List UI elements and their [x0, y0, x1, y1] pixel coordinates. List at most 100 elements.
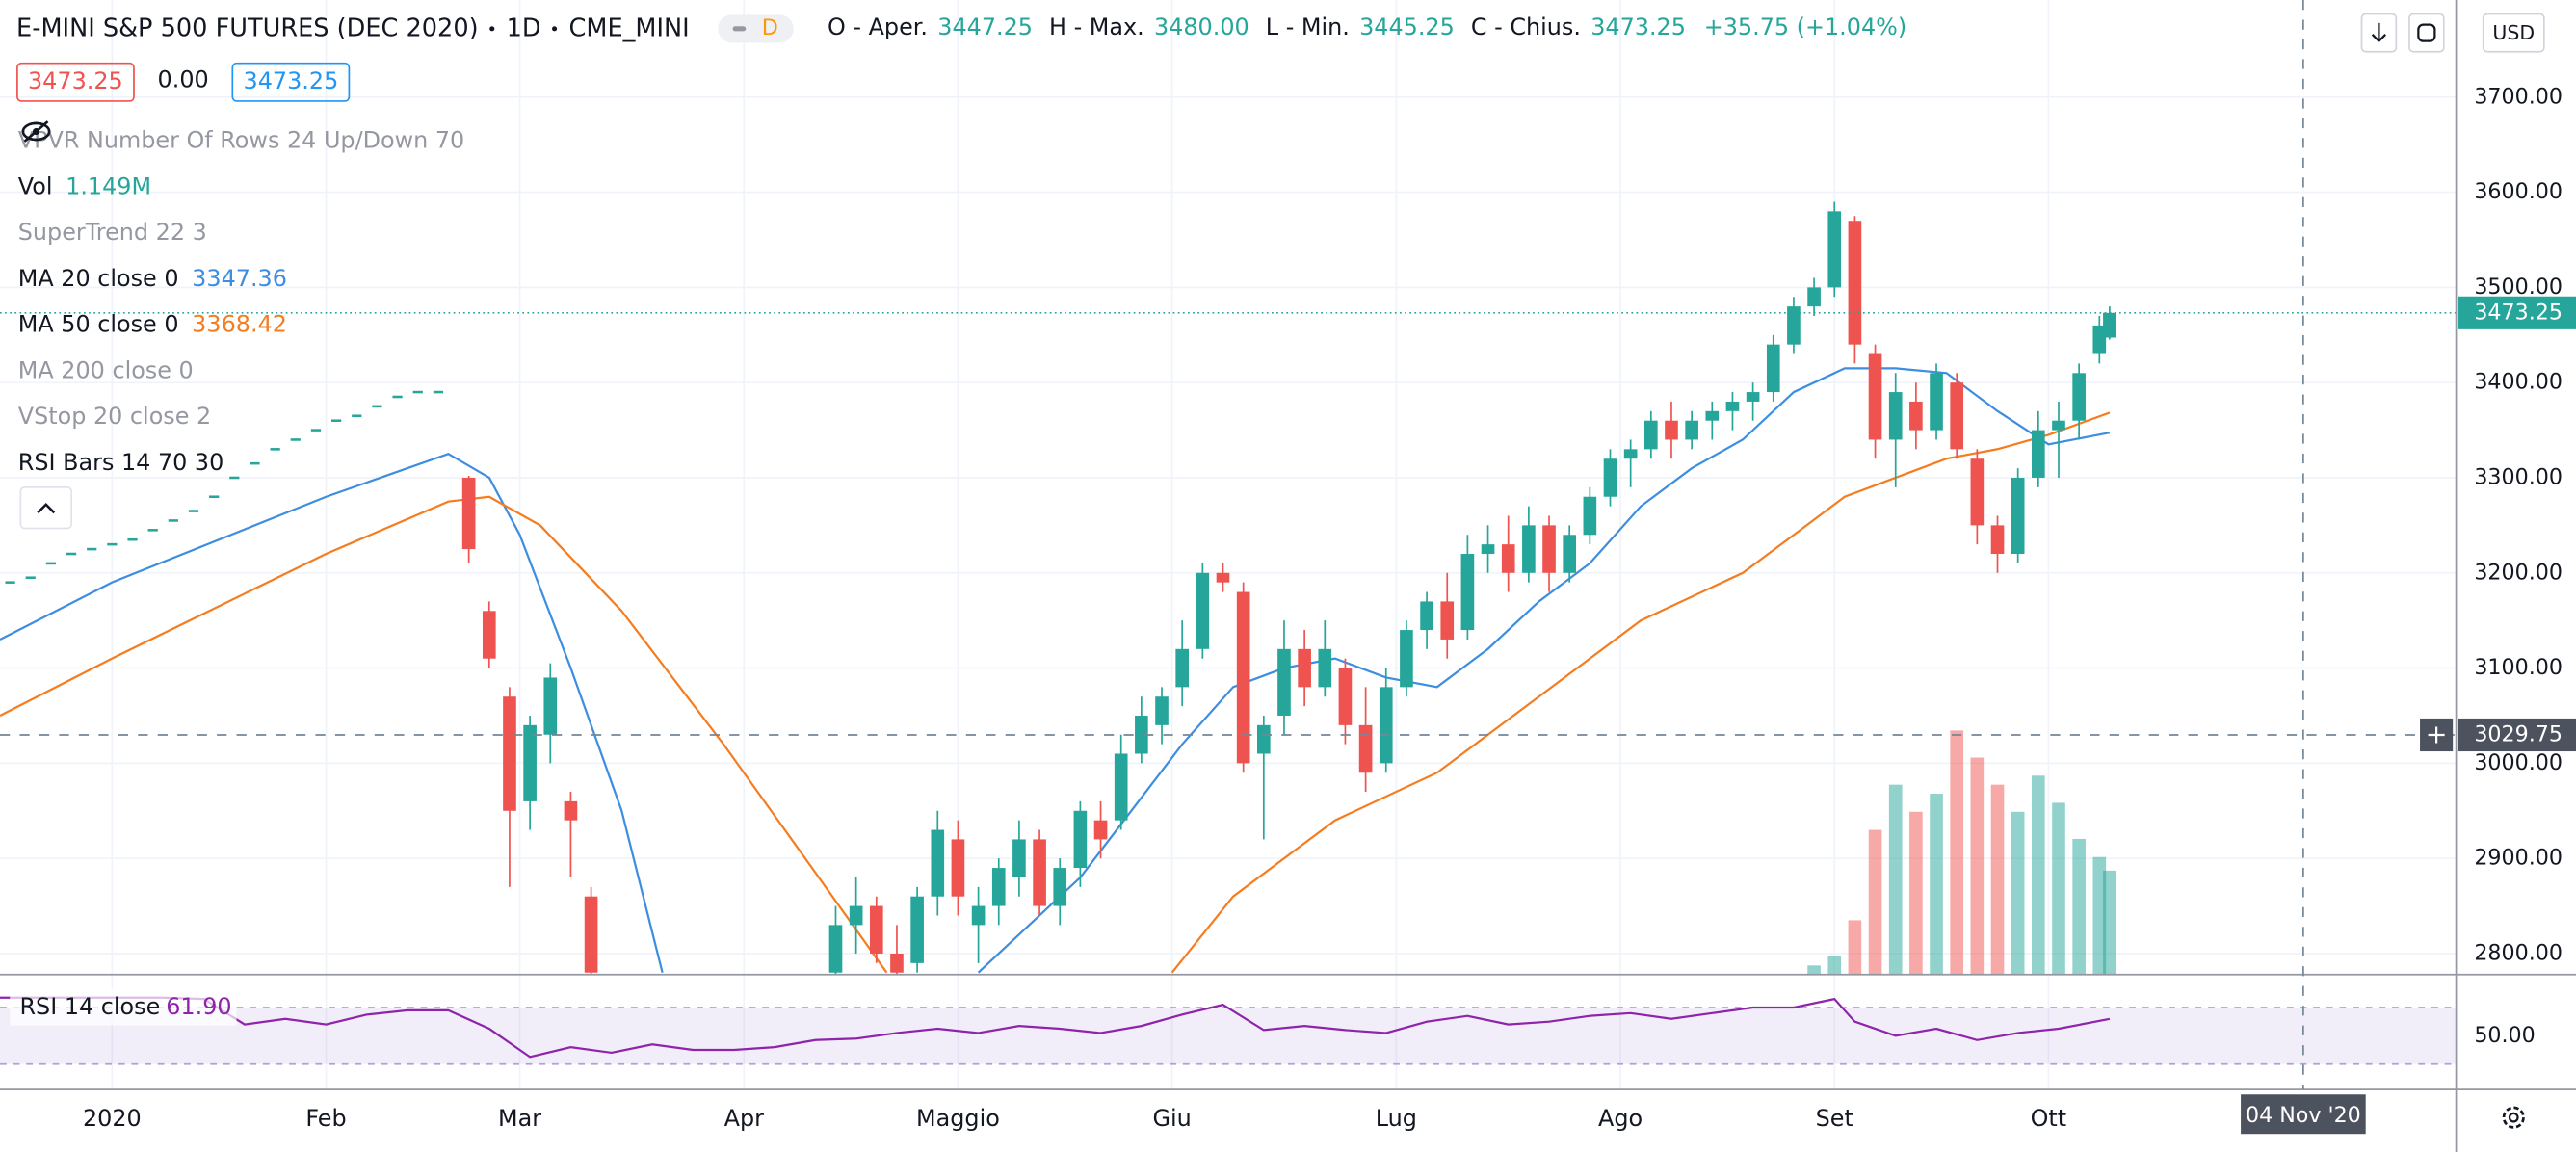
ohlc-value: 3480.00: [1153, 14, 1249, 41]
volume-bar: [2032, 775, 2045, 975]
currency-button[interactable]: USD: [2482, 13, 2545, 53]
y-tick-label: 3600.00: [2474, 179, 2563, 204]
y-tick-label: 2800.00: [2474, 940, 2563, 965]
indicator-name: MA 50 close 0: [17, 312, 179, 339]
candle-body: [1603, 458, 1617, 497]
badge-text: D: [761, 15, 778, 40]
buy-price[interactable]: 3473.25: [231, 62, 351, 102]
candle-body: [1481, 544, 1495, 555]
candle-body: [543, 677, 558, 735]
candle-body: [461, 477, 476, 550]
refresh-button[interactable]: [2408, 13, 2445, 53]
candle-body: [1848, 221, 1862, 345]
x-tick-label: Set: [1816, 1105, 1853, 1132]
candle-body: [2092, 325, 2107, 354]
legend-row: MA 50 close 0 3368.42: [18, 302, 464, 349]
candle-body: [849, 905, 863, 926]
crosshair-date-tag: [2241, 1094, 2366, 1135]
volume-bar: [2072, 838, 2086, 975]
volume-bar: [1990, 784, 2005, 975]
indicator-name: SuperTrend 22 3: [17, 220, 207, 247]
volume-bar: [2103, 870, 2116, 975]
candle-body: [1643, 420, 1658, 450]
candle-body: [1093, 820, 1108, 840]
candle-body: [1175, 648, 1190, 688]
volume-bar: [1868, 829, 1882, 975]
ohlc-value: 3445.25: [1359, 14, 1455, 41]
candle-body: [2103, 312, 2116, 338]
candle-body: [1542, 525, 1556, 573]
candle-body: [828, 925, 843, 973]
volume-bar: [1827, 956, 1842, 975]
candle-body: [1827, 211, 1842, 288]
legend-row: Vol 1.149M: [18, 165, 464, 211]
candle-body: [1440, 601, 1455, 640]
legend-row: VPVR Number Of Rows 24 Up/Down 70: [18, 118, 464, 165]
candle-body: [1318, 648, 1332, 688]
last-price-label: 3473.25: [2474, 300, 2563, 325]
download-button[interactable]: [2360, 13, 2398, 53]
hidden-icon[interactable]: [18, 118, 55, 144]
indicator-name: VStop 20 close 2: [17, 404, 212, 431]
indicator-name: RSI Bars 14 70 30: [17, 450, 224, 477]
status-badge[interactable]: D: [717, 13, 794, 42]
candle-body: [2072, 373, 2086, 421]
y-tick-label: 3700.00: [2474, 84, 2563, 109]
candle-body: [910, 896, 924, 963]
y-tick-label: 3400.00: [2474, 370, 2563, 395]
interval: 1D: [506, 13, 541, 43]
candle-body: [1358, 724, 1373, 773]
indicator-name: MA 200 close 0: [17, 357, 194, 385]
ohlc-value: 3473.25: [1590, 14, 1686, 41]
candle-body: [1970, 458, 1985, 526]
settings-icon-center: [2508, 1112, 2519, 1123]
y-tick-label: 3500.00: [2474, 275, 2563, 300]
candle-body: [1256, 724, 1271, 754]
candle-body: [1033, 839, 1046, 906]
candle-body: [1379, 687, 1393, 764]
candle-body: [2052, 420, 2065, 431]
collapse-icon: [37, 502, 56, 514]
volume-bar: [1807, 965, 1821, 975]
candle-body: [1501, 544, 1515, 573]
candle-body: [503, 696, 516, 811]
x-tick-label: Mar: [498, 1105, 541, 1132]
ohlc-label: C - Chius.: [1470, 14, 1581, 41]
candle-body: [1563, 535, 1577, 573]
collapse-button[interactable]: [19, 486, 73, 530]
candle-body: [1746, 392, 1760, 402]
rsi-name: RSI 14 close: [19, 993, 160, 1020]
volume-bar: [1970, 757, 1985, 975]
ohlc-label: H - Max.: [1049, 14, 1144, 41]
y-tick-label: 2900.00: [2474, 846, 2563, 871]
candle-body: [1623, 449, 1638, 459]
price-axis-bg: [2456, 0, 2576, 1152]
indicator-legend: VPVR Number Of Rows 24 Up/Down 70 Vol 1.14…: [18, 118, 464, 486]
candle-body: [1216, 572, 1230, 583]
ohlc-label: L - Min.: [1265, 14, 1350, 41]
indicator-name: VPVR Number Of Rows 24 Up/Down 70: [17, 128, 465, 155]
candle-body: [482, 611, 496, 659]
symbol: E-MINI S&P 500 FUTURES (DEC 2020): [16, 13, 479, 43]
candle-body: [931, 829, 945, 897]
spread: 0.00: [157, 66, 209, 94]
rsi-tick-label: 50.00: [2474, 1023, 2535, 1048]
volume-bar: [1950, 730, 1964, 975]
ohlc-value: 3447.25: [937, 14, 1034, 41]
legend-row: MA 200 close 0: [17, 120, 464, 395]
x-tick-label: 2020: [83, 1105, 142, 1132]
candle-body: [1196, 572, 1210, 649]
arrow-icon: [2371, 22, 2387, 43]
candle-body: [2032, 430, 2045, 478]
legend-row: RSI Bars 14 70 30: [18, 440, 464, 486]
rsi-value: 61.90: [166, 993, 231, 1020]
x-tick-label: Giu: [1152, 1105, 1191, 1132]
legend-row: SuperTrend 22 3: [17, 120, 464, 256]
y-tick-label: 3100.00: [2474, 655, 2563, 680]
legend-row: MA 20 close 0 3347.36: [18, 256, 464, 302]
candle-body: [1766, 344, 1780, 393]
candle-body: [1950, 382, 1964, 450]
volume-bar: [1930, 794, 1943, 975]
sell-price[interactable]: 3473.25: [16, 62, 135, 102]
ohlc-label: O - Aper.: [828, 14, 929, 41]
